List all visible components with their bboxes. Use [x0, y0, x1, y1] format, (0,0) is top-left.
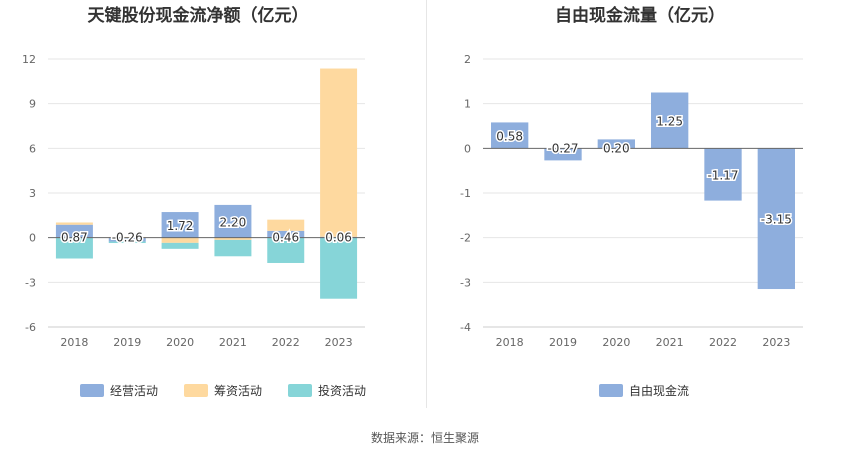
chart1-x-tick-label: 2022	[709, 336, 737, 349]
panel-divider	[426, 0, 427, 408]
chart1-legend-label-0: 自由现金流	[629, 383, 689, 398]
chart1-y-tick-label: -4	[460, 321, 471, 334]
chart0-x-tick-label: 2020	[166, 336, 194, 349]
chart1-data-label: -3.15	[761, 213, 792, 227]
chart0-bar-筹资活动-2021	[214, 237, 252, 240]
chart0-data-label: 1.72	[167, 219, 194, 233]
chart0-x-tick-label: 2023	[325, 336, 353, 349]
chart1-bar-自由现金流-2022	[704, 148, 742, 201]
chart1-data-label: 0.20	[603, 141, 630, 155]
chart0-bar-投资活动-2023	[320, 237, 358, 299]
chart1-x-tick-label: 2018	[496, 336, 524, 349]
chart1-x-tick-label: 2019	[549, 336, 577, 349]
chart0-x-tick-label: 2021	[219, 336, 247, 349]
cash-flow-chart: 12 9 6 3 0 -3 -6 2018 2019 2020 2021 2022 2023 0.87 -0…	[22, 53, 366, 398]
chart1-bar-自由现金流-2020	[597, 139, 635, 149]
chart0-legend-swatch-2	[288, 384, 312, 397]
chart1-data-label: -0.27	[547, 141, 578, 155]
chart1-bar-自由现金流-2021	[651, 92, 689, 149]
chart0-x-tick-label: 2019	[113, 336, 141, 349]
chart0-y-tick-label: 9	[29, 98, 36, 111]
chart0-y-tick-label: 0	[29, 232, 36, 245]
chart0-legend-label-1: 筹资活动	[214, 384, 262, 398]
chart0-bar-经营活动-2020	[161, 212, 199, 238]
chart0-data-label: 0.87	[61, 231, 88, 245]
chart1-y-tick-label: 2	[464, 53, 471, 66]
chart1-data-label: 1.25	[656, 114, 683, 128]
chart1-x-tick-label: 2020	[602, 336, 630, 349]
chart0-bar-投资活动-2019	[108, 241, 146, 244]
chart1-bar-自由现金流-2019	[544, 148, 582, 161]
chart0-bar-经营活动-2022	[267, 230, 305, 238]
chart0-data-label: 0.46	[272, 231, 299, 245]
chart0-data-label: 0.06	[325, 231, 352, 245]
chart0-bar-经营活动-2018	[55, 224, 93, 238]
chart0-data-label: 2.20	[220, 215, 247, 229]
chart0-bar-投资活动-2018	[55, 237, 93, 259]
chart0-y-tick-label: 3	[29, 187, 36, 200]
chart0-x-tick-label: 2018	[60, 336, 88, 349]
chart1-y-tick-label: -3	[460, 276, 471, 289]
chart0-y-tick-label: 6	[29, 142, 36, 155]
chart0-bar-经营活动-2019	[108, 237, 146, 242]
chart0-bar-筹资活动-2023	[320, 68, 358, 237]
chart-title-left: 天键股份现金流净额（亿元）	[88, 5, 309, 26]
chart0-legend-label-2: 投资活动	[318, 383, 366, 398]
chart0-bar-投资活动-2022	[267, 237, 305, 263]
chart0-bar-筹资活动-2020	[161, 237, 199, 243]
chart0-y-tick-label: -3	[25, 276, 36, 289]
chart0-y-tick-label: -6	[25, 321, 36, 334]
chart1-x-tick-label: 2023	[762, 336, 790, 349]
chart1-x-tick-label: 2021	[656, 336, 684, 349]
chart1-y-tick-label: 1	[464, 98, 471, 111]
chart1-y-tick-label: 0	[464, 142, 471, 155]
chart1-bar-自由现金流-2018	[491, 122, 529, 149]
chart1-data-label: 0.58	[496, 129, 523, 143]
chart0-legend-label-0: 经营活动	[110, 384, 158, 398]
chart0-bar-投资活动-2021	[214, 239, 252, 257]
chart-title-right: 自由现金流量（亿元）	[555, 5, 725, 26]
chart0-y-tick-label: 12	[22, 53, 36, 66]
chart1-data-label: -1.17	[707, 168, 738, 182]
chart1-y-tick-label: -1	[460, 187, 471, 200]
chart0-bar-筹资活动-2018	[55, 222, 93, 225]
chart0-data-label: -0.26	[112, 231, 143, 245]
chart0-bar-经营活动-2021	[214, 204, 252, 238]
chart0-legend-swatch-0	[80, 384, 104, 397]
chart0-bar-筹资活动-2022	[267, 219, 305, 231]
chart0-bar-投资活动-2020	[161, 242, 199, 249]
chart0-legend-swatch-1	[184, 384, 208, 397]
chart1-bar-自由现金流-2023	[757, 148, 795, 290]
chart1-y-tick-label: -2	[460, 232, 471, 245]
chart1-legend-swatch-0	[599, 384, 623, 397]
data-source-note: 数据来源：恒生聚源	[370, 431, 479, 445]
free-cash-flow-chart: 2 1 0 -1 -2 -3 -4 2018 2019 2020 2021 2022 2023 0.58 -…	[460, 53, 803, 398]
chart0-x-tick-label: 2022	[272, 336, 300, 349]
